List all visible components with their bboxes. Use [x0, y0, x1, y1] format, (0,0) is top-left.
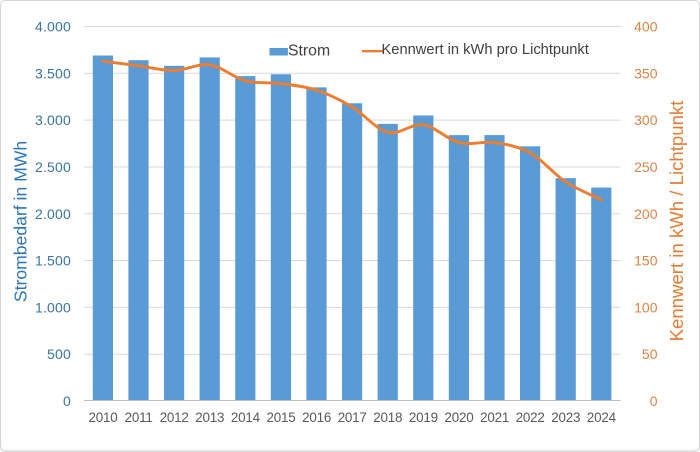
svg-text:300: 300	[634, 112, 658, 128]
svg-text:2.000: 2.000	[35, 206, 71, 222]
svg-text:250: 250	[634, 159, 658, 175]
svg-text:2020: 2020	[445, 410, 474, 425]
svg-text:500: 500	[47, 346, 71, 362]
svg-text:2017: 2017	[338, 410, 367, 425]
svg-text:2022: 2022	[516, 410, 545, 425]
svg-text:2013: 2013	[195, 410, 224, 425]
svg-text:2010: 2010	[89, 410, 118, 425]
svg-text:50: 50	[642, 346, 658, 362]
svg-text:2011: 2011	[125, 410, 153, 425]
svg-text:200: 200	[634, 206, 658, 222]
svg-text:350: 350	[634, 65, 658, 81]
svg-text:2.500: 2.500	[35, 159, 71, 175]
svg-text:2021: 2021	[480, 410, 509, 425]
svg-text:0: 0	[63, 393, 71, 409]
svg-text:3.500: 3.500	[35, 65, 71, 81]
svg-text:2014: 2014	[231, 410, 261, 425]
svg-text:2012: 2012	[160, 410, 189, 425]
svg-text:Kennwert in kWh pro Lichtpunkt: Kennwert in kWh pro Lichtpunkt	[382, 42, 589, 58]
svg-text:1.500: 1.500	[35, 253, 71, 269]
svg-text:2015: 2015	[267, 410, 296, 425]
svg-text:100: 100	[634, 299, 658, 315]
svg-text:Strombedarf in MWh: Strombedarf in MWh	[10, 141, 30, 302]
svg-text:2019: 2019	[409, 410, 438, 425]
svg-text:3.000: 3.000	[35, 112, 71, 128]
svg-text:Strom: Strom	[288, 42, 330, 59]
svg-text:2018: 2018	[373, 410, 402, 425]
svg-text:Kennwert in kWh / Lichtpunkt: Kennwert in kWh / Lichtpunkt	[666, 100, 687, 342]
svg-text:2016: 2016	[302, 410, 331, 425]
svg-text:400: 400	[634, 19, 658, 35]
svg-text:1.000: 1.000	[35, 299, 71, 315]
svg-text:0: 0	[650, 393, 658, 409]
svg-text:2023: 2023	[551, 410, 580, 425]
svg-text:150: 150	[634, 253, 658, 269]
svg-text:4.000: 4.000	[35, 19, 71, 35]
svg-text:2024: 2024	[587, 410, 617, 425]
